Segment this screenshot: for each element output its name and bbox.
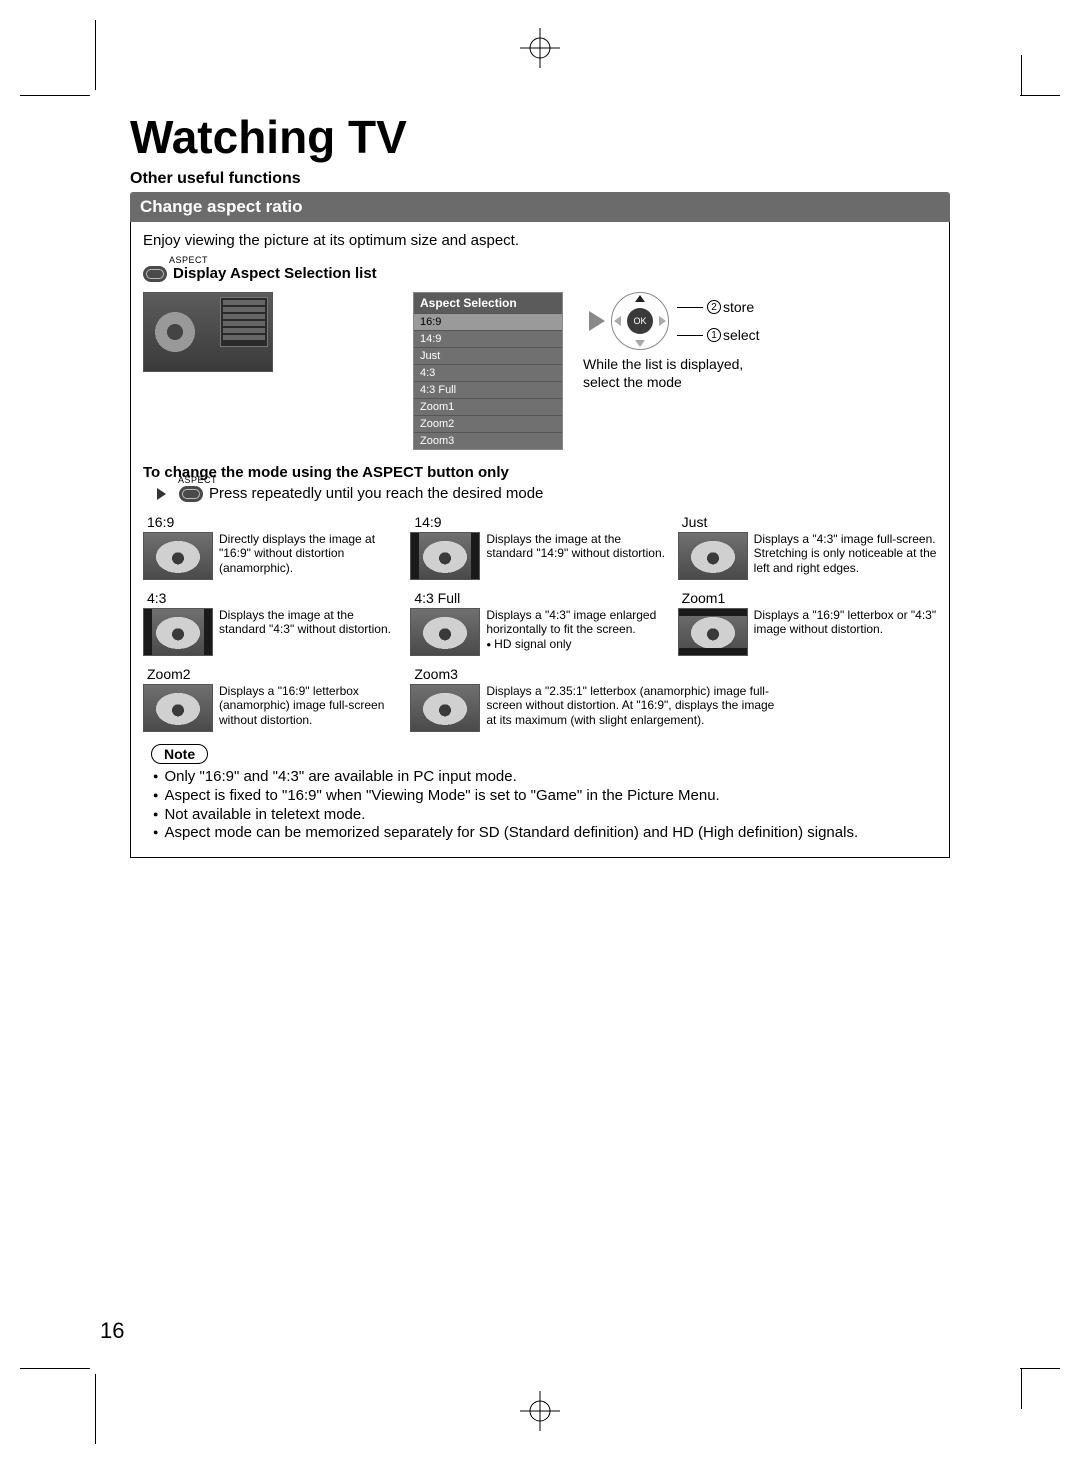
notes-list: Only "16:9" and "4:3" are available in P… — [143, 768, 937, 843]
mode-z1: Zoom1 Displays a "16:9" letterbox or "4:3… — [678, 590, 937, 656]
callout-hint1: While the list is displayed, — [583, 356, 937, 372]
press-line: ASPECT Press repeatedly until you reach … — [157, 485, 937, 502]
crop-mark — [20, 95, 90, 96]
mode-m169: 16:9 Directly displays the image at "16:9… — [143, 514, 402, 580]
note-item: Only "16:9" and "4:3" are available in P… — [153, 768, 937, 787]
mode-thumb — [678, 608, 748, 656]
mode-desc: Displays a "16:9" letterbox or "4:3" ima… — [754, 608, 937, 656]
mode-desc: Displays the image at the standard "4:3"… — [219, 608, 402, 656]
note-item: Aspect mode can be memorized separately … — [153, 824, 937, 843]
mode-z3: Zoom3 Displays a "2.35:1" letterbox (anam… — [410, 666, 937, 732]
page-title: Watching TV — [130, 110, 950, 164]
mode-thumb — [143, 608, 213, 656]
mode-thumb — [410, 684, 480, 732]
mode-thumb — [678, 532, 748, 580]
callout-store: store — [723, 299, 754, 315]
display-list-row: Display Aspect Selection list — [143, 265, 937, 282]
note-item: Aspect is fixed to "16:9" when "Viewing … — [153, 787, 937, 806]
mode-thumb — [143, 684, 213, 732]
press-text: Press repeatedly until you reach the des… — [209, 485, 543, 502]
mini-osd-icon — [220, 297, 268, 347]
mode-m149: 14:9 Displays the image at the standard "… — [410, 514, 669, 580]
mode-label: Just — [678, 514, 937, 530]
mode-m43: 4:3 Displays the image at the standard "4… — [143, 590, 402, 656]
preview-row: Aspect Selection 16:914:9Just4:34:3 Full… — [143, 292, 937, 450]
mode-thumb — [410, 608, 480, 656]
osd-item: Just — [414, 347, 562, 364]
crop-mark — [95, 1374, 96, 1444]
crop-mark — [1020, 1368, 1060, 1369]
aspect-button-icon — [143, 266, 167, 282]
mode-desc: Displays a "4:3" image full-screen. Stre… — [754, 532, 937, 580]
aspect-caption: ASPECT — [178, 475, 217, 485]
mode-thumb — [410, 532, 480, 580]
aspect-osd: Aspect Selection 16:914:9Just4:34:3 Full… — [413, 292, 563, 450]
note-label: Note — [151, 744, 208, 764]
note-item: Not available in teletext mode. — [153, 806, 937, 825]
callout-hint2: select the mode — [583, 374, 937, 390]
mode-m43f: 4:3 Full Displays a "4:3" image enlarged … — [410, 590, 669, 656]
mode-label: 4:3 — [143, 590, 402, 606]
crop-mark — [1021, 1369, 1022, 1409]
crop-mark — [1021, 55, 1022, 95]
osd-item: Zoom3 — [414, 432, 562, 449]
mode-label: Zoom2 — [143, 666, 402, 682]
mode-label: Zoom1 — [678, 590, 937, 606]
mode-desc: Displays a "16:9" letterbox (anamorphic)… — [219, 684, 402, 732]
callout-num-select: 1 — [707, 328, 721, 342]
display-list-label: Display Aspect Selection list — [173, 265, 377, 282]
mode-desc: Directly displays the image at "16:9" wi… — [219, 532, 402, 580]
callout-select: select — [723, 327, 760, 343]
callout: OK 2 store 1 select — [573, 292, 937, 390]
arrow-right-icon — [589, 311, 605, 331]
ok-pad-icon: OK — [611, 292, 669, 350]
mode-desc: Displays a "2.35:1" letterbox (anamorphi… — [486, 684, 786, 732]
mode-z2: Zoom2 Displays a "16:9" letterbox (anamor… — [143, 666, 402, 732]
mode-just: Just Displays a "4:3" image full-screen. … — [678, 514, 937, 580]
crop-mark — [95, 20, 96, 90]
osd-item: Zoom1 — [414, 398, 562, 415]
mode-desc: Displays the image at the standard "14:9… — [486, 532, 669, 580]
crop-mark — [1020, 95, 1060, 96]
intro-text: Enjoy viewing the picture at its optimum… — [143, 232, 937, 249]
osd-title: Aspect Selection — [414, 293, 562, 313]
section-body: Enjoy viewing the picture at its optimum… — [130, 222, 950, 858]
mode-desc: Displays a "4:3" image enlarged horizont… — [486, 608, 669, 656]
ok-label: OK — [627, 308, 653, 334]
osd-item: Zoom2 — [414, 415, 562, 432]
flower-icon — [150, 307, 200, 357]
osd-item: 16:9 — [414, 313, 562, 330]
callout-num-store: 2 — [707, 300, 721, 314]
page-content: Watching TV Other useful functions Chang… — [130, 110, 950, 858]
arrow-right-icon — [157, 488, 166, 500]
sub2-heading: To change the mode using the ASPECT butt… — [143, 464, 937, 481]
aspect-caption: ASPECT — [169, 255, 937, 265]
crop-mark — [20, 1368, 90, 1369]
mode-subnote: HD signal only — [486, 637, 669, 651]
aspect-button-icon — [179, 486, 203, 502]
mode-thumb — [143, 532, 213, 580]
modes-grid: 16:9 Directly displays the image at "16:9… — [143, 514, 937, 732]
osd-item: 4:3 — [414, 364, 562, 381]
osd-item: 4:3 Full — [414, 381, 562, 398]
mode-label: 4:3 Full — [410, 590, 669, 606]
osd-item: 14:9 — [414, 330, 562, 347]
mode-label: 14:9 — [410, 514, 669, 530]
registration-mark-icon — [520, 1391, 560, 1436]
registration-mark-icon — [520, 28, 560, 73]
page-subhead: Other useful functions — [130, 170, 950, 188]
section-title: Change aspect ratio — [130, 192, 950, 222]
mode-label: Zoom3 — [410, 666, 937, 682]
page-number: 16 — [100, 1318, 124, 1344]
mode-label: 16:9 — [143, 514, 402, 530]
tv-preview — [143, 292, 273, 372]
